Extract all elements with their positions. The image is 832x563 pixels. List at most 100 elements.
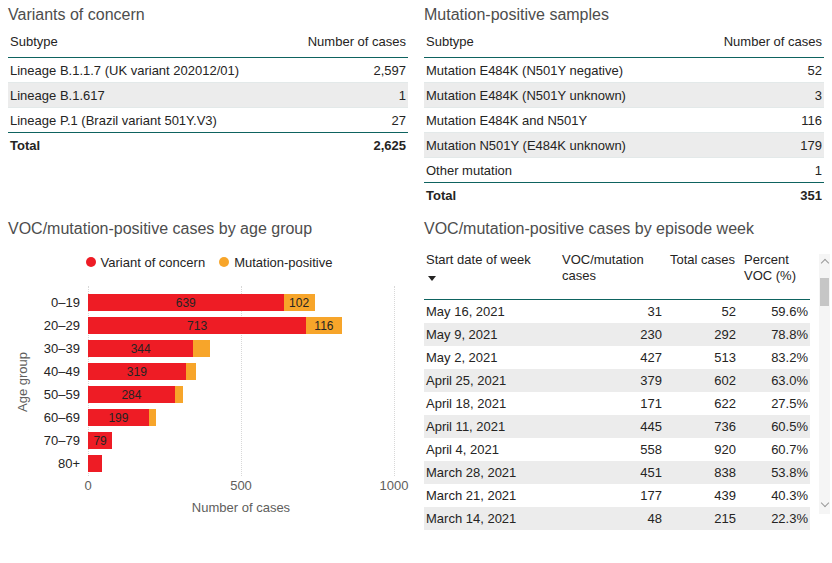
cases-cell: 3 (815, 88, 822, 103)
table-row[interactable]: April 4, 202155892060.7% (424, 438, 810, 461)
table-row[interactable]: May 2, 202142751383.2% (424, 346, 810, 369)
scroll-down-icon[interactable] (820, 499, 828, 507)
table-row[interactable]: March 28, 202145183853.8% (424, 461, 810, 484)
age-group-label: 60–69 (18, 410, 80, 425)
x-tick-label: 500 (230, 478, 252, 493)
table-row[interactable]: March 21, 202117743940.3% (424, 484, 810, 507)
chart-row: 50–59284 (18, 383, 410, 406)
table-row[interactable]: May 16, 2021315259.6% (424, 300, 810, 323)
voc-mutation-cases-cell: 230 (556, 327, 664, 342)
total-label: Total (426, 188, 456, 203)
voc-segment[interactable]: 199 (88, 409, 149, 426)
table-row[interactable]: Other mutation1 (424, 158, 824, 182)
table-body: May 16, 2021315259.6%May 9, 202123029278… (424, 300, 810, 530)
subtype-cell: Mutation E484K and N501Y (426, 113, 587, 128)
stacked-bar: 639102 (88, 294, 315, 311)
total-cases-cell: 52 (664, 304, 738, 319)
voc-segment[interactable]: 713 (88, 317, 306, 334)
table-row[interactable]: Mutation E484K (N501Y unknown)3 (424, 83, 824, 108)
mutation-positive-segment[interactable] (193, 340, 210, 357)
table-row[interactable]: March 14, 20214821522.3% (424, 507, 810, 530)
total-label: Total (10, 138, 40, 153)
voc-mutation-cases-cell: 558 (556, 442, 664, 457)
column-header-cases[interactable]: Number of cases (308, 34, 406, 49)
table-row[interactable]: Mutation E484K and N501Y 116 (424, 108, 824, 133)
subtype-cell: Lineage B.1.617 (10, 88, 105, 103)
percent-voc-cell: 60.7% (738, 442, 810, 457)
column-header-week-start[interactable]: Start date of week (424, 252, 556, 281)
total-cases-cell: 838 (664, 465, 738, 480)
table-row[interactable]: Mutation N501Y (E484K unknown)179 (424, 133, 824, 158)
column-header-total-cases[interactable]: Total cases (664, 252, 738, 268)
cases-cell: 1 (815, 163, 822, 178)
table-row[interactable]: April 18, 202117162227.5% (424, 392, 810, 415)
voc-segment[interactable] (88, 455, 102, 472)
table-row[interactable]: May 9, 202123029278.8% (424, 323, 810, 346)
voc-segment[interactable]: 79 (88, 432, 112, 449)
chart-plot-area: 0–1963910220–2971311630–3934440–4931950–… (8, 286, 410, 476)
percent-voc-cell: 22.3% (738, 511, 810, 526)
y-axis-label: Age group (15, 352, 30, 412)
voc-mutation-cases-cell: 445 (556, 419, 664, 434)
week-start-cell: May 16, 2021 (424, 304, 556, 319)
voc-segment[interactable]: 344 (88, 340, 193, 357)
total-cases-cell: 622 (664, 396, 738, 411)
table-body: Mutation E484K (N501Y negative)52Mutatio… (424, 58, 824, 182)
voc-segment[interactable]: 639 (88, 294, 284, 311)
subtype-cell: Mutation N501Y (E484K unknown) (426, 138, 626, 153)
chart-row: 20–29713116 (18, 314, 410, 337)
scroll-up-icon[interactable] (820, 259, 828, 267)
bar-value-label: 713 (187, 319, 207, 333)
bar-value-label: 79 (93, 434, 106, 448)
bar-value-label: 319 (127, 365, 147, 379)
table-row[interactable]: April 25, 202137960263.0% (424, 369, 810, 392)
table-row[interactable]: Lineage B.1.6171 (8, 83, 408, 108)
table-row[interactable]: Lineage B.1.1.7 (UK variant 202012/01)2,… (8, 58, 408, 83)
column-header-cases[interactable]: Number of cases (724, 34, 822, 49)
table-header-row: Subtype Number of cases (8, 24, 408, 58)
x-axis-label: Number of cases (88, 500, 394, 515)
table-total-row: Total 351 (424, 182, 824, 207)
legend-item[interactable]: Variant of concern (86, 254, 206, 270)
table-row[interactable]: Lineage P.1 (Brazil variant 501Y.V3)27 (8, 108, 408, 132)
cases-cell: 116 (801, 113, 822, 128)
voc-mutation-cases-cell: 177 (556, 488, 664, 503)
legend-label: Mutation-positive (234, 255, 332, 270)
chart-row: 0–19639102 (18, 291, 410, 314)
x-tick-label: 1000 (380, 478, 409, 493)
chart-row: 30–39344 (18, 337, 410, 360)
mutation-positive-segment[interactable] (175, 386, 183, 403)
total-value: 351 (800, 188, 822, 203)
voc-segment[interactable]: 284 (88, 386, 175, 403)
stacked-bar: 284 (88, 386, 183, 403)
voc-mutation-cases-cell: 451 (556, 465, 664, 480)
vertical-scrollbar[interactable] (819, 254, 830, 514)
legend-item[interactable]: Mutation-positive (219, 254, 332, 270)
column-header-subtype[interactable]: Subtype (10, 34, 58, 49)
column-header-subtype[interactable]: Subtype (426, 34, 474, 49)
column-header-percent-voc[interactable]: Percent VOC (%) (738, 252, 810, 284)
chart-title: VOC/mutation-positive cases by age group (8, 220, 410, 238)
episode-week-table-panel: VOC/mutation-positive cases by episode w… (424, 220, 830, 530)
mutation-positive-segment[interactable]: 102 (284, 294, 315, 311)
chart-row: 80+ (18, 452, 410, 475)
voc-mutation-cases-cell: 171 (556, 396, 664, 411)
mutation-positive-segment[interactable] (186, 363, 196, 380)
table-header-row: Start date of week VOC/mutation cases To… (424, 252, 810, 300)
mutation-positive-segment[interactable] (149, 409, 157, 426)
column-header-voc-mutation-cases[interactable]: VOC/mutation cases (556, 252, 664, 284)
total-cases-cell: 292 (664, 327, 738, 342)
x-axis-ticks: 05001000 (88, 476, 394, 492)
voc-segment[interactable]: 319 (88, 363, 186, 380)
stacked-bar: 713 116 (88, 317, 342, 334)
mutation-positive-samples-panel: Mutation-positive samples Subtype Number… (424, 6, 824, 207)
voc-mutation-cases-cell: 31 (556, 304, 664, 319)
age-group-label: 80+ (18, 456, 80, 471)
percent-voc-cell: 59.6% (738, 304, 810, 319)
bar-value-label: 344 (131, 342, 151, 356)
voc-mutation-cases-cell: 379 (556, 373, 664, 388)
table-row[interactable]: Mutation E484K (N501Y negative)52 (424, 58, 824, 83)
table-row[interactable]: April 11, 202144573660.5% (424, 415, 810, 438)
mutation-positive-segment[interactable]: 116 (306, 317, 342, 334)
scrollbar-thumb[interactable] (820, 278, 829, 306)
